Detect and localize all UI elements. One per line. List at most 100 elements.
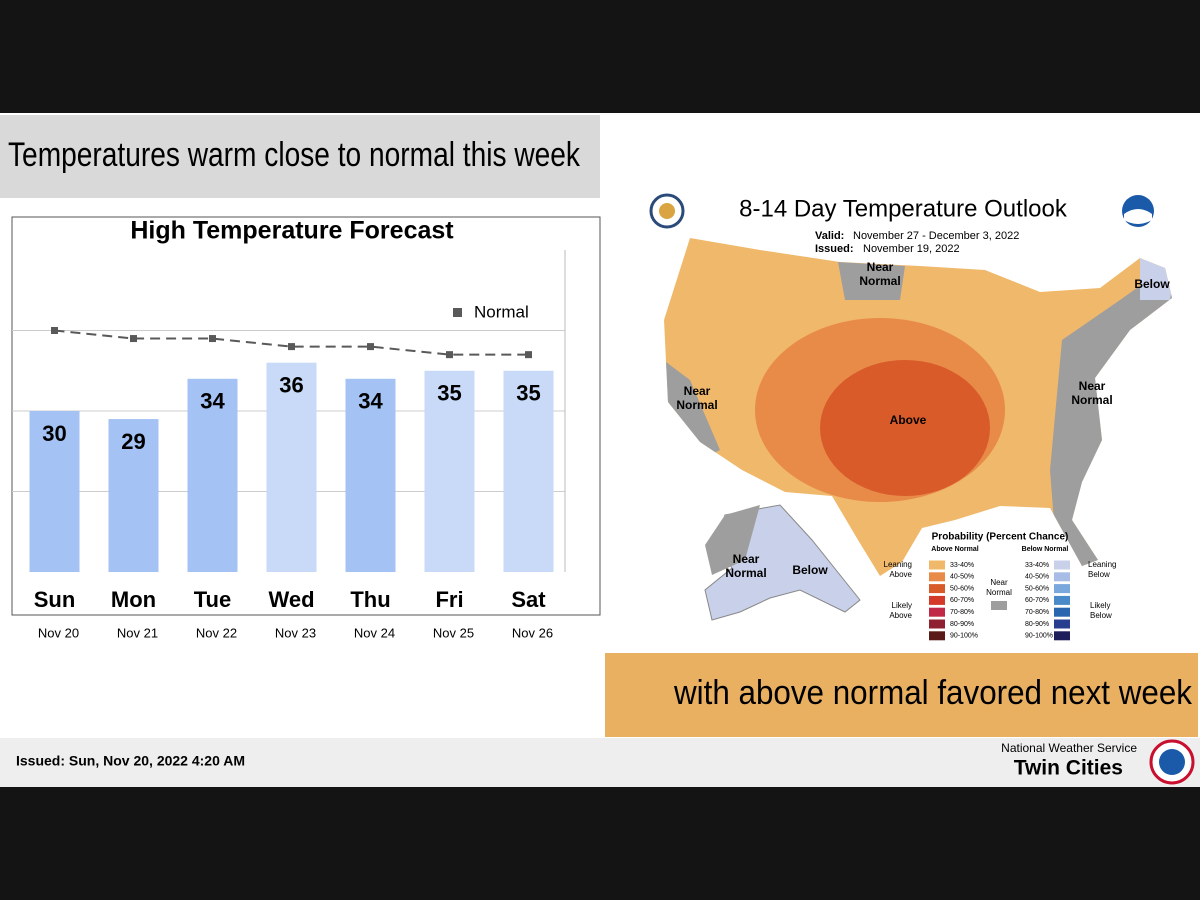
data-label: 35 xyxy=(516,381,540,406)
data-label: 29 xyxy=(121,429,145,454)
legend-group: Normal xyxy=(986,588,1012,597)
legend-range: 90-100% xyxy=(950,633,978,640)
map-region-label: Near xyxy=(1079,379,1106,393)
legend-range: 90-100% xyxy=(1025,633,1053,640)
bar xyxy=(345,378,396,572)
legend-group: Leaning xyxy=(884,560,912,569)
legend-range: 33-40% xyxy=(1025,562,1049,569)
legend-group: Likely xyxy=(1090,601,1110,610)
chart-title: High Temperature Forecast xyxy=(130,217,454,245)
x-date-label: Nov 20 xyxy=(38,625,79,640)
map-valid-label: Valid: xyxy=(815,230,844,242)
legend-range: 50-60% xyxy=(950,585,974,592)
map-alaska-near xyxy=(705,505,760,575)
x-tick-label: Sat xyxy=(511,587,546,612)
x-date-label: Nov 26 xyxy=(512,625,553,640)
legend-swatch xyxy=(929,560,945,570)
map-region-label: Normal xyxy=(676,398,717,412)
bar xyxy=(424,370,475,572)
legend-above: Above Normal xyxy=(931,546,979,553)
normal-marker xyxy=(288,343,295,351)
subheadline-band xyxy=(605,653,1198,737)
data-label: 34 xyxy=(200,389,225,414)
legend-group: Below xyxy=(1088,570,1110,579)
legend-swatch xyxy=(929,619,945,629)
x-tick-label: Sun xyxy=(34,587,76,612)
legend-range: 40-50% xyxy=(1025,574,1049,581)
data-label: 30 xyxy=(42,421,66,446)
legend-swatch xyxy=(1054,595,1070,605)
legend-below: Below Normal xyxy=(1022,546,1069,553)
bar xyxy=(108,419,159,572)
normal-marker xyxy=(209,335,216,343)
footer-band xyxy=(0,738,1200,787)
normal-marker xyxy=(525,351,532,359)
x-date-label: Nov 23 xyxy=(275,625,316,640)
legend-group: Leaning xyxy=(1088,560,1116,569)
x-date-label: Nov 21 xyxy=(117,625,158,640)
legend-swatch xyxy=(1054,560,1070,570)
x-tick-label: Wed xyxy=(268,587,314,612)
map-region-label: Near xyxy=(867,260,894,274)
data-label: 35 xyxy=(437,381,461,406)
bar xyxy=(29,411,80,572)
map-issued-label: Issued: xyxy=(815,243,854,255)
map-above-50 xyxy=(820,360,990,496)
map-region-label: Normal xyxy=(1071,393,1112,407)
x-date-label: Nov 22 xyxy=(196,625,237,640)
map-region-label: Normal xyxy=(725,566,766,580)
doc-logo-center xyxy=(659,203,675,219)
x-tick-label: Mon xyxy=(111,587,156,612)
legend-group: Likely xyxy=(892,601,912,610)
legend-range: 70-80% xyxy=(1025,609,1049,616)
legend-swatch xyxy=(453,308,462,317)
map-title: 8-14 Day Temperature Outlook xyxy=(739,195,1068,222)
headline: Temperatures warm close to normal this w… xyxy=(8,136,581,174)
nws-logo-center xyxy=(1159,749,1185,775)
map-valid: November 27 - December 3, 2022 xyxy=(853,230,1019,242)
legend-group: Above xyxy=(889,570,912,579)
normal-marker xyxy=(446,351,453,359)
legend-swatch xyxy=(929,572,945,582)
legend-range: 70-80% xyxy=(950,609,974,616)
legend-range: 80-90% xyxy=(1025,621,1049,628)
map-region-label: Below xyxy=(1134,277,1170,291)
x-date-label: Nov 25 xyxy=(433,625,474,640)
headline-band xyxy=(0,115,600,198)
map-region-label: Near xyxy=(733,552,760,566)
legend-range: 50-60% xyxy=(1025,585,1049,592)
legend-label: Normal xyxy=(474,302,529,321)
legend-swatch xyxy=(1054,631,1070,641)
chart: High Temperature Forecast 30 29 34 36 34 35 35 N… xyxy=(12,217,566,640)
bar xyxy=(503,370,554,572)
map-region-label: Below xyxy=(792,563,828,577)
normal-marker xyxy=(367,343,374,351)
legend-swatch xyxy=(1054,607,1070,617)
legend-group: Near xyxy=(990,578,1008,587)
map-legend: Probability (Percent Chance) Above Normal… xyxy=(884,532,1116,641)
map-region-label: Near xyxy=(684,384,711,398)
legend-range: 33-40% xyxy=(950,562,974,569)
legend-swatch xyxy=(929,595,945,605)
data-label: 34 xyxy=(358,389,383,414)
noaa-logo-wave xyxy=(1124,209,1152,224)
map-below-maine xyxy=(1140,250,1172,300)
legend-swatch xyxy=(1054,584,1070,594)
map: 8-14 Day Temperature Outlook Valid: Nove… xyxy=(649,193,1172,641)
legend-swatch xyxy=(991,601,1007,610)
legend-swatch xyxy=(1054,572,1070,582)
data-label: 36 xyxy=(279,373,303,398)
legend-swatch xyxy=(929,584,945,594)
subheadline: with above normal favored next week xyxy=(673,674,1193,712)
legend-range: 60-70% xyxy=(1025,597,1049,604)
bar xyxy=(266,362,317,572)
normal-marker xyxy=(51,327,58,334)
bar xyxy=(187,378,238,572)
legend-swatch xyxy=(1054,619,1070,629)
legend-range: 80-90% xyxy=(950,621,974,628)
legend-group: Above xyxy=(889,611,912,620)
footer-issued: Issued: Sun, Nov 20, 2022 4:20 AM xyxy=(16,753,245,769)
x-tick-label: Fri xyxy=(435,587,463,612)
